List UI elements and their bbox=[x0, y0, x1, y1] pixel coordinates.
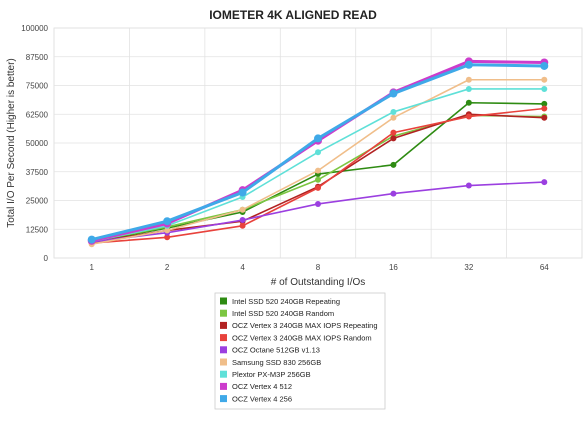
data-point bbox=[541, 179, 548, 186]
data-point bbox=[315, 184, 321, 191]
data-point bbox=[390, 135, 397, 142]
legend: Intel SSD 520 240GB Repeating Intel SSD 5… bbox=[214, 292, 386, 410]
data-point bbox=[238, 188, 247, 197]
y-axis-label: Total I/O Per Second (Higher is better) bbox=[6, 58, 17, 228]
series-5 bbox=[88, 76, 548, 248]
legend-label: OCZ Vertex 4 512 bbox=[232, 382, 292, 391]
x-tick-label: 1 bbox=[89, 263, 94, 272]
legend-swatch bbox=[220, 358, 227, 366]
legend-swatch bbox=[220, 370, 227, 378]
data-point bbox=[390, 190, 397, 197]
x-tick-label: 32 bbox=[464, 263, 473, 272]
data-point bbox=[239, 217, 246, 224]
y-tick-label: 50000 bbox=[26, 139, 49, 148]
data-point bbox=[390, 161, 397, 168]
legend-box bbox=[214, 292, 386, 410]
x-axis-ticks: 1 2 4 8 16 32 64 bbox=[89, 263, 549, 272]
data-point bbox=[541, 105, 548, 112]
y-tick-label: 37500 bbox=[26, 168, 49, 177]
data-point bbox=[163, 217, 172, 226]
series-layer bbox=[87, 57, 549, 248]
data-point bbox=[239, 206, 246, 213]
data-point bbox=[465, 76, 472, 83]
y-axis-ticks: 0 12500 25000 37500 50000 62500 75000 87500 1000… bbox=[21, 24, 48, 263]
y-tick-label: 0 bbox=[44, 254, 49, 263]
x-tick-label: 16 bbox=[389, 263, 398, 272]
legend-swatch bbox=[220, 346, 227, 354]
data-point bbox=[164, 234, 171, 241]
x-tick-label: 64 bbox=[540, 263, 549, 272]
data-point bbox=[465, 113, 472, 120]
data-point bbox=[390, 129, 397, 136]
data-point bbox=[87, 235, 96, 244]
y-tick-label: 25000 bbox=[26, 197, 49, 206]
legend-label: OCZ Octane 512GB v1.13 bbox=[232, 346, 320, 355]
x-tick-label: 2 bbox=[165, 263, 170, 272]
data-point bbox=[464, 60, 473, 69]
y-tick-label: 100000 bbox=[21, 24, 48, 33]
chart-title: IOMETER 4K ALIGNED READ bbox=[209, 8, 377, 22]
data-point bbox=[315, 149, 321, 156]
legend-swatch bbox=[220, 334, 227, 342]
data-point bbox=[541, 114, 548, 121]
legend-swatch bbox=[220, 321, 227, 329]
y-tick-label: 12500 bbox=[26, 225, 49, 234]
data-point bbox=[164, 227, 171, 234]
legend-swatch bbox=[220, 309, 227, 317]
data-point bbox=[541, 85, 548, 92]
data-point bbox=[315, 167, 321, 174]
legend-label: Intel SSD 520 240GB Random bbox=[232, 309, 334, 318]
data-point bbox=[389, 89, 398, 98]
y-tick-label: 62500 bbox=[26, 110, 49, 119]
data-point bbox=[315, 200, 321, 207]
legend-swatch bbox=[220, 297, 227, 305]
data-point bbox=[541, 100, 548, 107]
data-point bbox=[390, 114, 397, 121]
series-8 bbox=[87, 60, 549, 244]
data-point bbox=[239, 222, 246, 229]
y-tick-label: 87500 bbox=[26, 53, 49, 62]
data-point bbox=[541, 76, 548, 83]
legend-label: OCZ Vertex 4 256 bbox=[232, 394, 292, 403]
legend-label: Samsung SSD 830 256GB bbox=[232, 358, 321, 367]
data-point bbox=[314, 134, 322, 143]
legend-label: Plextor PX-M3P 256GB bbox=[232, 370, 311, 379]
data-point bbox=[465, 85, 472, 92]
x-axis-label: # of Outstanding I/Os bbox=[271, 277, 366, 288]
legend-label: Intel SSD 520 240GB Repeating bbox=[232, 297, 340, 306]
data-point bbox=[465, 99, 472, 106]
data-point bbox=[465, 182, 472, 189]
legend-label: OCZ Vertex 3 240GB MAX IOPS Repeating bbox=[232, 321, 378, 330]
x-tick-label: 8 bbox=[316, 263, 321, 272]
y-tick-label: 75000 bbox=[26, 82, 49, 91]
data-point bbox=[390, 108, 397, 115]
legend-swatch bbox=[220, 395, 227, 403]
legend-label: OCZ Vertex 3 240GB MAX IOPS Random bbox=[232, 333, 372, 342]
data-point bbox=[315, 176, 321, 183]
legend-swatch bbox=[220, 382, 227, 390]
x-tick-label: 4 bbox=[240, 263, 245, 272]
data-point bbox=[540, 61, 549, 70]
